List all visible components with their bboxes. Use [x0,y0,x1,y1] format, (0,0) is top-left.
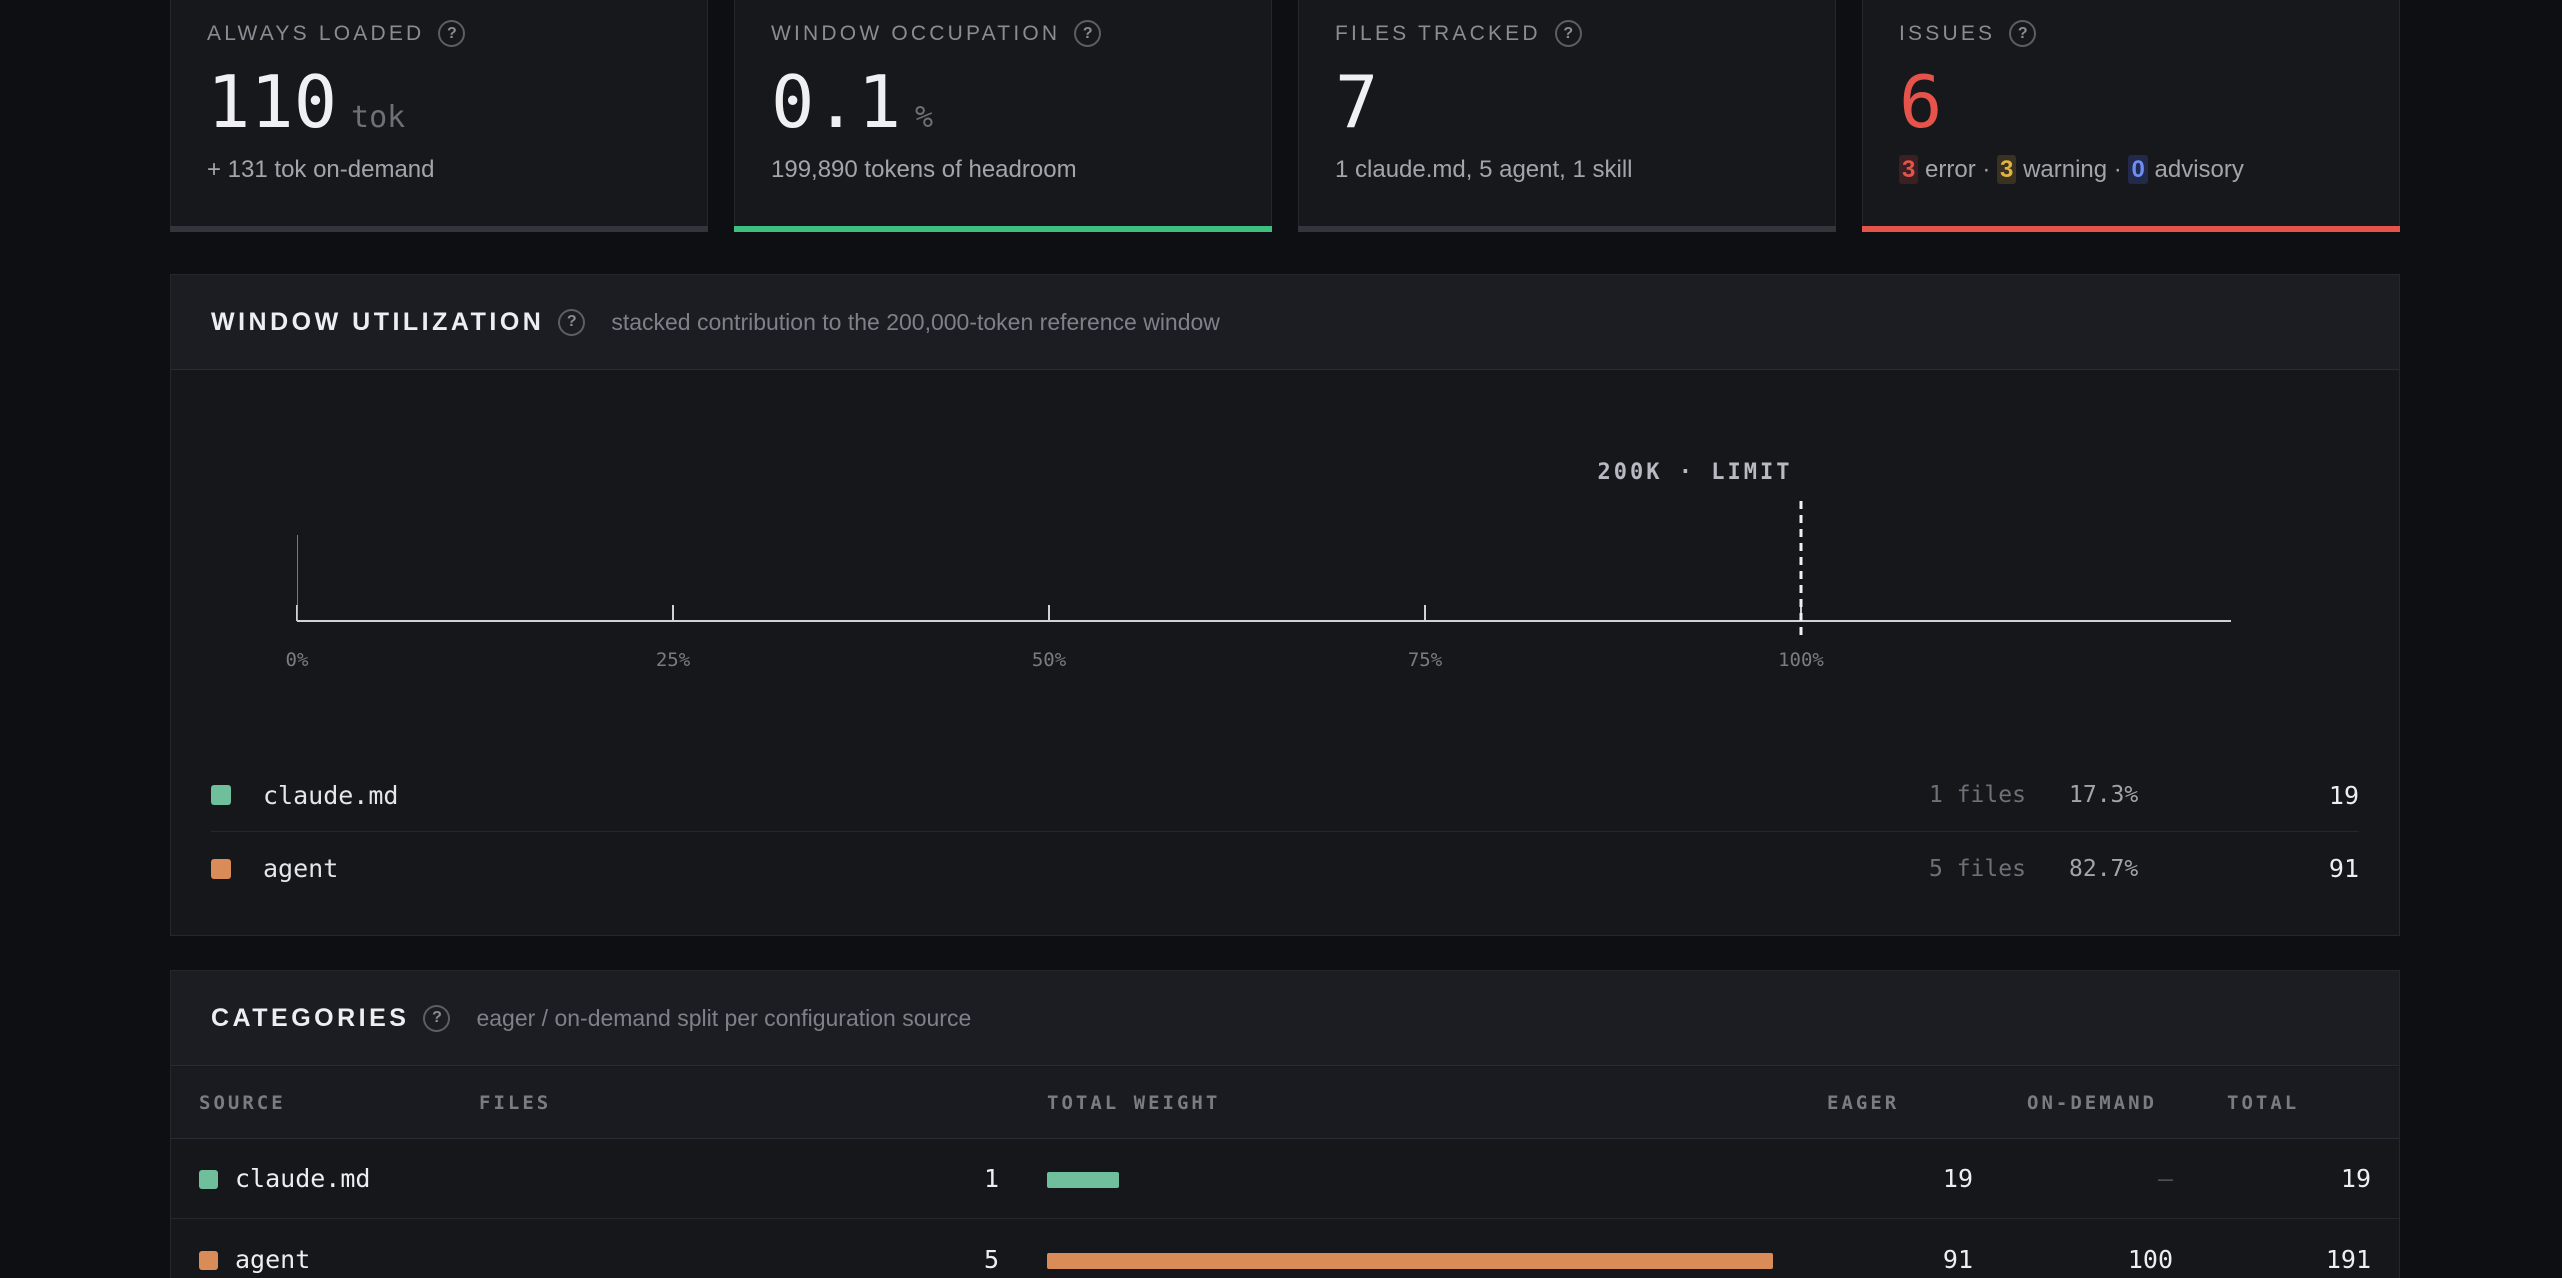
row-source: agent [235,1245,311,1274]
legend-percent: 17.3% [2069,782,2139,808]
stat-value: 0.1 [771,60,902,144]
column-on-demand[interactable]: ON-DEMAND [2027,1092,2157,1114]
chart-tick-label: 100% [1778,649,1824,671]
error-count: 3 [1899,155,1919,184]
error-label: error [1925,156,1976,183]
stat-cards: ALWAYS LOADED ? 110 tok + 131 tok on-dem… [170,0,2400,232]
panel-description: stacked contribution to the 200,000-toke… [611,308,1220,335]
utilization-legend: claude.md 1 files 17.3% 19 agent 5 files… [171,759,2399,905]
legend-files: 5 files [1929,855,2026,882]
stat-bar [1298,226,1836,232]
stat-sub: 199,890 tokens of headroom [771,156,1077,183]
help-icon[interactable]: ? [1554,20,1582,47]
panel-header: CATEGORIES ? eager / on-demand split per… [171,971,2399,1066]
panel-title: CATEGORIES [211,1003,410,1032]
stat-value: 6 [1899,60,1943,144]
help-icon[interactable]: ? [558,308,586,336]
stat-value: 7 [1335,60,1379,144]
stat-card-window-occupation: WINDOW OCCUPATION ? 0.1 % 199,890 tokens… [734,0,1272,232]
stat-label: FILES TRACKED [1335,21,1541,45]
advisory-count: 0 [2128,155,2148,184]
weight-bar [1047,1172,1119,1188]
chart-tick-label: 75% [1408,649,1443,671]
legend-item[interactable]: claude.md 1 files 17.3% 19 [211,759,2359,832]
help-icon[interactable]: ? [438,20,466,47]
column-source[interactable]: SOURCE [199,1092,286,1114]
panel-header: WINDOW UTILIZATION ? stacked contributio… [171,275,2399,370]
stat-label: ISSUES [1899,21,1996,45]
limit-label: 200K · LIMIT [1598,460,1793,485]
utilization-bar-agent[interactable] [297,535,298,621]
legend-tokens: 19 [2328,780,2359,810]
agent-swatch [199,1251,218,1270]
stat-value: 110 [207,60,338,144]
row-total: 19 [2340,1164,2371,1193]
column-eager[interactable]: EAGER [1827,1092,1900,1114]
stat-unit: % [915,100,934,135]
row-on-demand: — [2157,1164,2173,1193]
column-total[interactable]: TOTAL [2227,1092,2300,1114]
stat-card-always-loaded: ALWAYS LOADED ? 110 tok + 131 tok on-dem… [170,0,708,232]
chart-tick-label: 50% [1032,649,1067,671]
chart-tick-label: 0% [286,649,309,671]
stat-bar [734,226,1272,232]
claude-md-swatch [199,1170,218,1189]
legend-percent: 82.7% [2069,855,2139,882]
stat-unit: tok [351,100,406,135]
chart-tick-label: 25% [656,649,691,671]
issues-breakdown: 3 error · 3 warning · 0 advisory [1899,155,2244,184]
help-icon[interactable]: ? [2009,20,2037,47]
stat-sub: 1 claude.md, 5 agent, 1 skill [1335,156,1633,183]
warning-label: warning [2023,156,2108,183]
stat-card-issues: ISSUES ? 6 3 error · 3 warning · 0 advis… [1862,0,2400,232]
separator: · [1982,156,1991,183]
warning-count: 3 [1997,155,2017,184]
agent-swatch [211,858,231,879]
stat-label: ALWAYS LOADED [207,21,425,45]
panel-description: eager / on-demand split per configuratio… [476,1004,972,1031]
legend-files: 1 files [1929,782,2026,808]
column-total-weight[interactable]: TOTAL WEIGHT [1047,1092,1221,1114]
row-eager: 91 [1942,1245,1973,1274]
table-header: SOURCE FILES TOTAL WEIGHT EAGER ON-DEMAN… [171,1067,2399,1139]
panel-title: WINDOW UTILIZATION [211,307,545,336]
help-icon[interactable]: ? [1074,20,1102,47]
row-on-demand: 100 [2127,1245,2173,1274]
row-files: 5 [983,1245,999,1274]
row-total: 191 [2325,1245,2371,1274]
window-utilization-panel: WINDOW UTILIZATION ? stacked contributio… [170,274,2400,936]
categories-panel: CATEGORIES ? eager / on-demand split per… [170,970,2400,1278]
stat-label: WINDOW OCCUPATION [771,21,1061,45]
separator: · [2113,156,2122,183]
utilization-chart: 0% 25% 50% 75% 100% 200K · LIMIT [286,460,2231,671]
help-icon[interactable]: ? [423,1004,451,1032]
stat-sub: + 131 tok on-demand [207,156,435,183]
legend-item[interactable]: agent 5 files 82.7% 91 [211,832,2359,905]
table-row[interactable]: claude.md 1 19 — 19 [171,1139,2399,1219]
stat-bar [1862,226,2400,232]
claude-md-swatch [211,785,231,805]
legend-tokens: 91 [2328,854,2359,883]
row-eager: 19 [1942,1164,1973,1193]
stat-card-files-tracked: FILES TRACKED ? 7 1 claude.md, 5 agent, … [1298,0,1836,232]
legend-name: claude.md [263,780,399,810]
weight-bar [1047,1253,1773,1269]
stat-bar [170,226,708,232]
row-files: 1 [983,1164,999,1193]
advisory-label: advisory [2154,156,2244,183]
column-files[interactable]: FILES [479,1092,552,1114]
row-source: claude.md [235,1164,371,1193]
table-row[interactable]: agent 5 91 100 191 [171,1220,2399,1278]
legend-name: agent [263,854,339,883]
